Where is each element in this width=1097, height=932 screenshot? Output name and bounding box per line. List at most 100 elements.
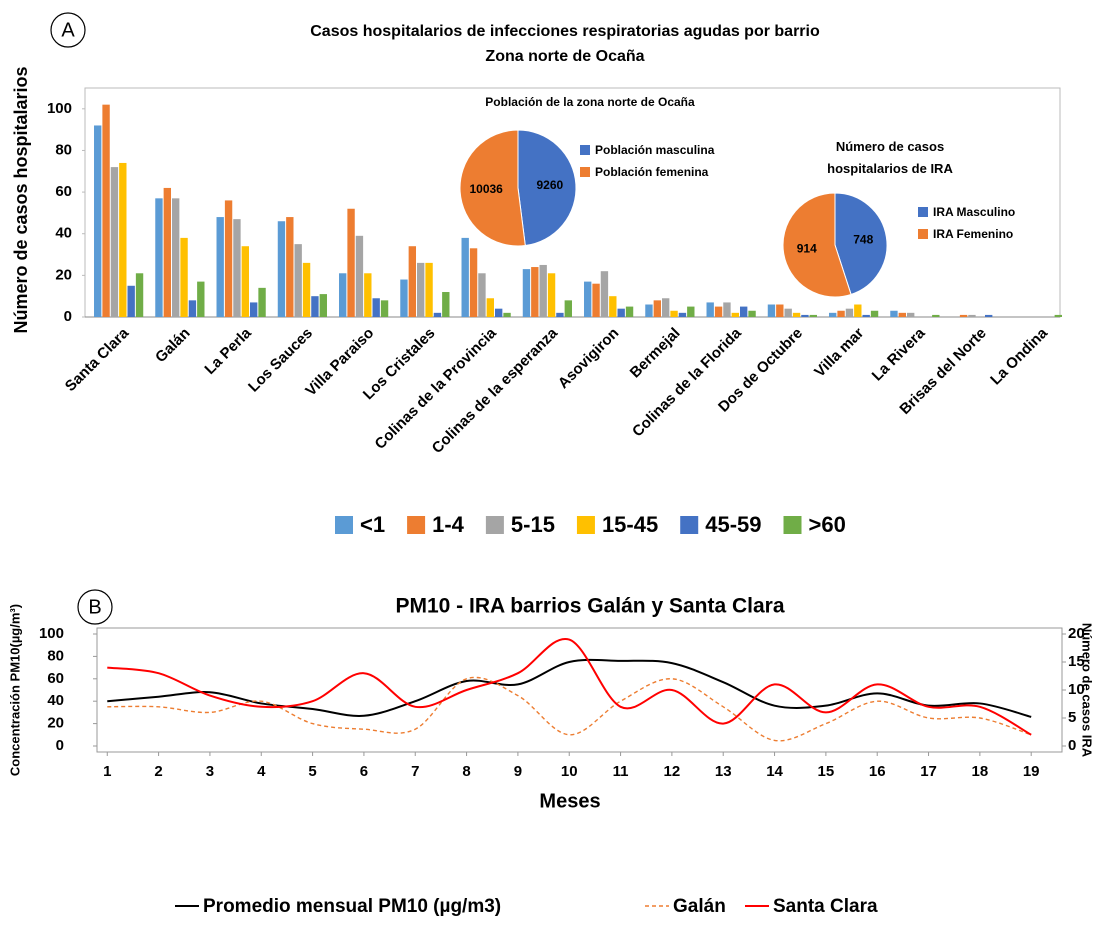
bar [801,314,809,317]
bar [503,312,511,317]
bar [564,300,572,317]
x-tick-label: Bermejal [627,325,684,382]
legend-swatch [580,167,590,177]
bar [355,235,364,317]
bar [609,296,617,317]
bar [907,312,915,317]
y-tick-label: 0 [64,308,72,325]
pie-slice [834,192,888,296]
bar [556,312,564,317]
bar [380,300,389,317]
bar [311,296,319,317]
x-tick-label: Colinas de la esperanza [429,324,562,457]
bar [723,302,731,317]
x-tick-label: 19 [1023,763,1040,780]
bar [829,312,837,317]
x-tick-label: Colinas de la Florida [629,324,745,440]
legend-label: Promedio mensual PM10 (µg/m3) [203,896,501,917]
bar [119,162,127,317]
bar [1054,314,1062,317]
x-tick-label: Colinas de la Provincia [372,324,501,453]
bar [837,310,845,317]
x-tick-label: La Ondina [987,324,1051,388]
y2-tick-label: 0 [1068,737,1076,754]
bar [425,262,433,317]
bar [102,104,110,318]
bar [258,287,266,317]
bar [163,187,172,317]
chart-title: PM10 - IRA barrios Galán y Santa Clara [395,595,784,618]
panel-label: A [61,19,75,41]
legend-label: Galán [673,896,726,917]
bar [870,310,879,317]
bar [433,312,442,317]
y-tick-label: 40 [55,225,72,242]
x-tick-label: 12 [664,763,681,780]
bar [478,273,486,317]
y-tick-label: 60 [47,670,64,687]
bar [784,308,792,317]
data-label: 9260 [536,178,563,192]
bar [739,306,748,317]
y2-tick-label: 10 [1068,681,1085,698]
bar [216,217,224,317]
bar [94,125,102,318]
x-tick-label: 11 [613,763,629,780]
panel-badge [50,12,86,48]
y-tick-label: 0 [56,737,64,754]
x-tick-label: 9 [514,763,522,780]
y-tick-label: 20 [47,715,64,732]
legend-label: Santa Clara [773,896,878,917]
y2-tick-label: 15 [1068,653,1085,670]
data-label: 914 [797,242,817,256]
y-tick-label: 100 [47,100,72,117]
legend-label: >60 [809,512,846,537]
pie-slice [517,129,577,247]
bar [364,273,372,317]
x-tick-label: 4 [257,763,266,780]
bar [224,200,233,317]
bar [968,314,976,317]
legend-label: Población femenina [595,165,709,179]
bar [592,283,600,317]
bar [932,314,940,317]
bar [408,246,417,317]
x-tick-label: Galán [152,325,193,366]
y2-tick-label: 20 [1068,625,1085,642]
bar [731,312,739,317]
bar [339,273,347,317]
bar [653,300,662,317]
bar [400,279,408,317]
bar [809,314,817,317]
bar [180,237,188,317]
bar [670,310,678,317]
legend-swatch [680,516,699,534]
legend-swatch [918,229,928,239]
chart-subtitle: Zona norte de Ocaña [485,48,644,65]
panel-label: B [88,596,101,618]
bar [706,302,714,317]
bar [714,306,723,317]
x-axis-title: Meses [539,790,600,812]
x-tick-label: 2 [154,763,162,780]
line-series [107,638,1032,736]
bar [241,246,249,317]
legend-label: 5-15 [511,512,555,537]
x-tick-label: 5 [308,763,316,780]
bar [959,314,968,317]
x-tick-label: 15 [818,763,835,780]
chart-title: Casos hospitalarios de infecciones respi… [310,23,820,40]
bar [417,262,425,317]
bar [678,312,687,317]
bar [469,248,478,317]
bar [277,221,286,317]
y-tick-label: 80 [47,647,64,664]
y-axis-title: Concentración PM10(µg/m³) [7,604,22,776]
bar [155,198,163,317]
legend-label: <1 [360,512,385,537]
bar [286,217,294,317]
bar [776,304,784,317]
bar [792,312,801,317]
pie-title-box: Número de casos hospitalarios de IRA [827,139,953,176]
bar [662,298,670,317]
